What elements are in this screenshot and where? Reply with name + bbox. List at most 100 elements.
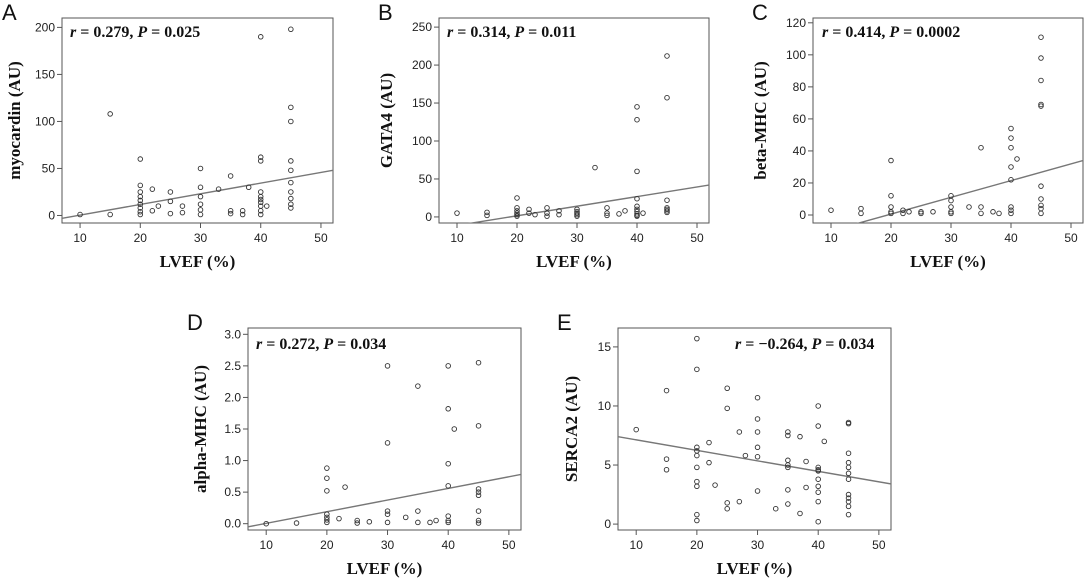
data-point xyxy=(900,210,906,217)
data-point xyxy=(1008,144,1014,151)
data-point xyxy=(484,209,490,216)
data-point xyxy=(634,104,640,110)
data-point xyxy=(918,209,924,215)
data-point xyxy=(137,197,144,204)
data-point xyxy=(179,209,186,216)
data-point xyxy=(556,208,562,214)
data-point xyxy=(288,104,294,111)
data-point xyxy=(604,205,610,211)
data-point xyxy=(544,205,550,211)
data-point xyxy=(514,195,520,201)
stat-value: = 0.034 xyxy=(333,336,386,353)
data-point xyxy=(888,193,894,199)
chart-panel-B: B 0 50 100 150 200 250 10 20 30 40 50 LVEF (%) GATA4 … xyxy=(377,0,710,271)
y-tick-label: 200 xyxy=(412,58,432,72)
x-tick-label: 30 xyxy=(944,231,958,245)
y-tick-label: 10 xyxy=(598,399,612,413)
data-point xyxy=(754,488,761,494)
x-tick-label: 20 xyxy=(690,538,704,552)
correlation-annotation: r = 0.272, P = 0.034 xyxy=(256,336,386,353)
data-point xyxy=(77,211,83,218)
data-point xyxy=(694,444,700,451)
data-point xyxy=(664,209,670,216)
panel-letter: A xyxy=(2,0,17,25)
correlation-annotation: r = 0.314, P = 0.011 xyxy=(447,24,576,41)
data-point xyxy=(1008,135,1014,141)
data-point xyxy=(239,211,246,218)
y-tick-label: 40 xyxy=(793,144,807,158)
data-point xyxy=(640,210,646,216)
stat-symbol: r xyxy=(447,24,454,41)
data-point xyxy=(514,213,520,219)
x-tick-label: 10 xyxy=(630,538,644,552)
x-tick-label: 50 xyxy=(690,231,704,245)
correlation-annotation: r = 0.279, P = 0.025 xyxy=(70,24,200,41)
data-point xyxy=(354,520,360,526)
regression-line xyxy=(618,435,891,485)
data-point xyxy=(263,520,269,527)
data-point xyxy=(724,505,730,512)
panel-letter: E xyxy=(557,310,572,335)
x-tick-label: 30 xyxy=(194,231,208,245)
data-point xyxy=(664,94,670,101)
data-point xyxy=(888,209,894,215)
y-tick-label: 250 xyxy=(412,20,432,34)
x-tick-label: 40 xyxy=(442,538,456,552)
data-point xyxy=(227,173,234,179)
data-point xyxy=(149,186,156,192)
data-point xyxy=(797,433,803,440)
x-axis-title: LVEF (%) xyxy=(910,252,986,271)
data-point xyxy=(663,467,670,473)
x-tick-label: 40 xyxy=(1004,231,1018,245)
data-point xyxy=(706,459,712,466)
x-tick-label: 10 xyxy=(73,231,87,245)
data-point xyxy=(845,511,852,518)
chart-panel-A: A 0 50 100 150 200 10 20 30 40 50 LVEF (%) myocardin… xyxy=(2,0,334,271)
data-point xyxy=(1038,196,1044,202)
data-point xyxy=(342,484,348,490)
chart-panel-D: D 0.0 0.5 1.0 1.5 2.0 2.5 3.0 10 20 30 40 50 LVEF (%)… xyxy=(187,310,522,578)
data-point xyxy=(137,193,144,200)
y-axis-title: alpha-MHC (AU) xyxy=(191,365,210,493)
regression-line xyxy=(856,159,1083,223)
chart-panel-E: E 0 5 10 15 10 20 30 40 50 LVEF (%) SERCA2 (AU) r = … xyxy=(557,310,892,578)
data-point xyxy=(664,53,670,59)
data-point xyxy=(803,484,809,491)
y-axis-title: SERCA2 (AU) xyxy=(562,376,581,482)
data-point xyxy=(845,464,852,471)
data-point xyxy=(324,488,330,494)
data-point xyxy=(257,34,264,40)
data-point xyxy=(556,211,562,218)
data-point xyxy=(754,444,761,451)
data-point xyxy=(288,167,294,174)
data-point xyxy=(797,510,803,517)
data-point xyxy=(197,184,204,191)
x-tick-label: 20 xyxy=(884,231,898,245)
data-point xyxy=(918,210,924,217)
data-point xyxy=(845,491,852,498)
data-point xyxy=(293,520,300,526)
data-point xyxy=(227,210,234,217)
data-point xyxy=(634,213,640,219)
x-axis-title: LVEF (%) xyxy=(536,252,612,271)
data-point xyxy=(475,492,482,499)
x-tick-label: 10 xyxy=(260,538,274,552)
data-point xyxy=(179,203,186,209)
regression-line xyxy=(467,184,709,223)
data-point xyxy=(694,464,700,471)
data-point xyxy=(384,511,391,517)
data-point xyxy=(514,210,520,216)
data-point xyxy=(384,508,391,514)
data-point xyxy=(1038,202,1044,209)
x-tick-label: 50 xyxy=(872,538,886,552)
data-point xyxy=(785,429,791,435)
data-point xyxy=(288,158,294,164)
stat-symbol: r xyxy=(735,336,742,353)
stat-value: = 0.011 xyxy=(524,24,576,41)
data-point xyxy=(288,205,294,211)
data-point xyxy=(137,201,144,207)
y-tick-label: 15 xyxy=(598,340,612,354)
data-point xyxy=(785,487,791,493)
data-point xyxy=(149,208,156,214)
data-point xyxy=(1038,210,1044,217)
